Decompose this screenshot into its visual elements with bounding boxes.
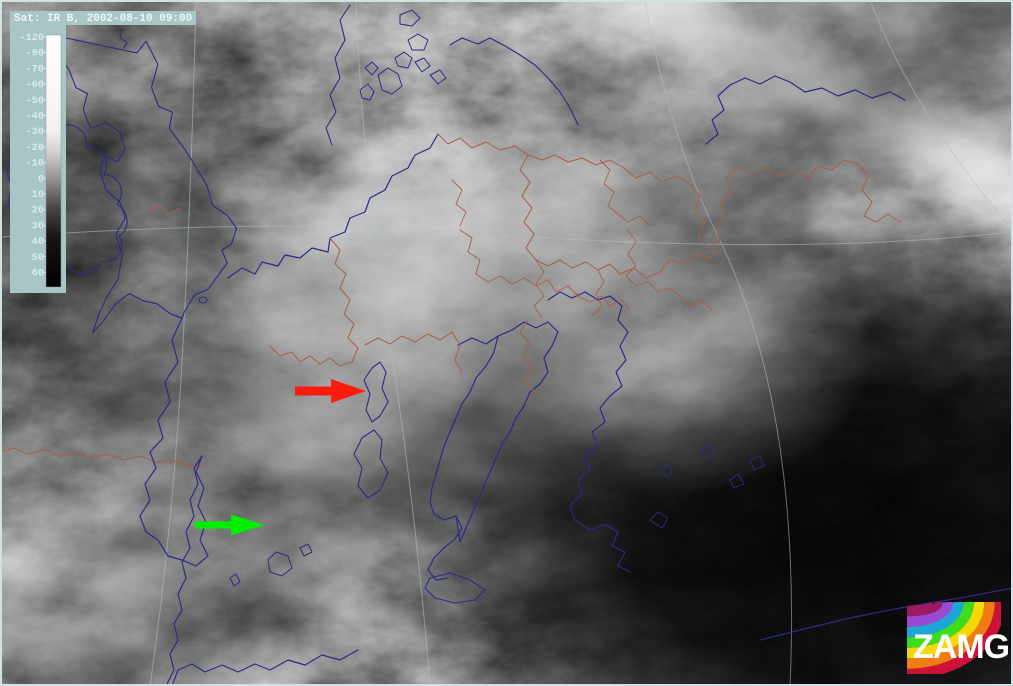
svg-text:-30: -30 [25, 126, 44, 138]
svg-text:-70: -70 [25, 63, 44, 75]
svg-text:-10: -10 [25, 158, 44, 170]
svg-text:60: 60 [32, 268, 44, 280]
svg-text:40: 40 [32, 236, 44, 248]
svg-text:-90: -90 [25, 48, 44, 60]
svg-text:10: 10 [32, 189, 44, 201]
svg-text:-50: -50 [25, 95, 44, 107]
svg-text:0: 0 [38, 173, 44, 185]
svg-text:-120: -120 [19, 32, 44, 44]
svg-text:-40: -40 [25, 111, 44, 123]
svg-text:20: 20 [32, 205, 44, 217]
svg-text:Sat: IR B, 2002-08-10 09:00: Sat: IR B, 2002-08-10 09:00 [14, 13, 192, 25]
svg-text:-60: -60 [25, 79, 44, 91]
svg-text:30: 30 [32, 220, 44, 232]
svg-text:50: 50 [32, 252, 44, 264]
svg-text:-20: -20 [25, 142, 44, 154]
